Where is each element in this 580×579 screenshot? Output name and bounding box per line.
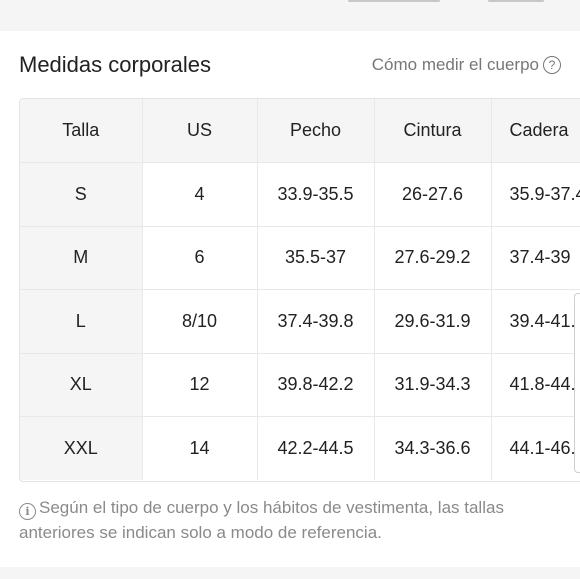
table-row: M 6 35.5-37 27.6-29.2 37.4-39	[20, 225, 580, 290]
table-row: S 4 33.9-35.5 26-27.6 35.9-37.4	[20, 162, 580, 226]
hip-cell: 35.9-37.4	[490, 162, 580, 226]
table-row: XXL 14 42.2-44.5 34.3-36.6 44.1-46.5	[20, 416, 580, 480]
hip-cell: 44.1-46.5	[490, 416, 580, 480]
column-header-us: US	[141, 99, 257, 163]
section-header: Medidas corporales Cómo medir el cuerpo …	[19, 50, 580, 80]
chest-cell: 35.5-37	[256, 225, 374, 290]
hip-cell: 39.4-41.8	[490, 289, 580, 353]
chest-cell: 39.8-42.2	[256, 352, 374, 417]
question-circle-icon: ?	[543, 56, 561, 74]
chest-cell: 37.4-39.8	[256, 289, 374, 353]
size-table: Talla US Pecho Cintura Cadera S 4 33.9-3…	[20, 99, 580, 480]
us-cell: 8/10	[141, 289, 257, 353]
waist-cell: 31.9-34.3	[373, 352, 491, 417]
table-header-row: Talla US Pecho Cintura Cadera	[20, 99, 580, 163]
size-cell: XL	[20, 352, 142, 417]
size-table-container[interactable]: Talla US Pecho Cintura Cadera S 4 33.9-3…	[19, 98, 580, 482]
chest-cell: 42.2-44.5	[256, 416, 374, 480]
column-header-cadera: Cadera	[490, 99, 580, 163]
table-row: L 8/10 37.4-39.8 29.6-31.9 39.4-41.8	[20, 289, 580, 353]
column-header-talla: Talla	[20, 99, 142, 163]
chest-cell: 33.9-35.5	[256, 162, 374, 226]
column-header-cintura: Cintura	[373, 99, 491, 163]
previous-section-edge	[0, 0, 580, 18]
us-cell: 14	[141, 416, 257, 480]
size-cell: XXL	[20, 416, 142, 480]
size-cell: L	[20, 289, 142, 353]
us-cell: 12	[141, 352, 257, 417]
reference-note: i Según el tipo de cuerpo y los hábitos d…	[19, 495, 564, 545]
column-header-pecho: Pecho	[256, 99, 374, 163]
hip-cell: 37.4-39	[490, 225, 580, 290]
size-cell: M	[20, 225, 142, 290]
hip-cell: 41.8-44.1	[490, 352, 580, 417]
section-title: Medidas corporales	[19, 52, 211, 77]
us-cell: 4	[141, 162, 257, 226]
reference-note-text: Según el tipo de cuerpo y los hábitos de…	[19, 498, 504, 542]
size-cell: S	[20, 162, 142, 226]
table-row: XL 12 39.8-42.2 31.9-34.3 41.8-44.1	[20, 352, 580, 417]
waist-cell: 34.3-36.6	[373, 416, 491, 480]
info-circle-icon: i	[19, 503, 36, 520]
previous-section-divider	[488, 0, 544, 2]
us-cell: 6	[141, 225, 257, 290]
body-measurements-card: Medidas corporales Cómo medir el cuerpo …	[0, 31, 580, 567]
horizontal-scroll-handle[interactable]	[574, 293, 580, 473]
how-to-measure-label: Cómo medir el cuerpo	[371, 55, 539, 74]
how-to-measure-link[interactable]: Cómo medir el cuerpo ?	[372, 52, 561, 78]
waist-cell: 27.6-29.2	[373, 225, 491, 290]
waist-cell: 26-27.6	[373, 162, 491, 226]
previous-section-divider	[348, 0, 440, 2]
waist-cell: 29.6-31.9	[373, 289, 491, 353]
